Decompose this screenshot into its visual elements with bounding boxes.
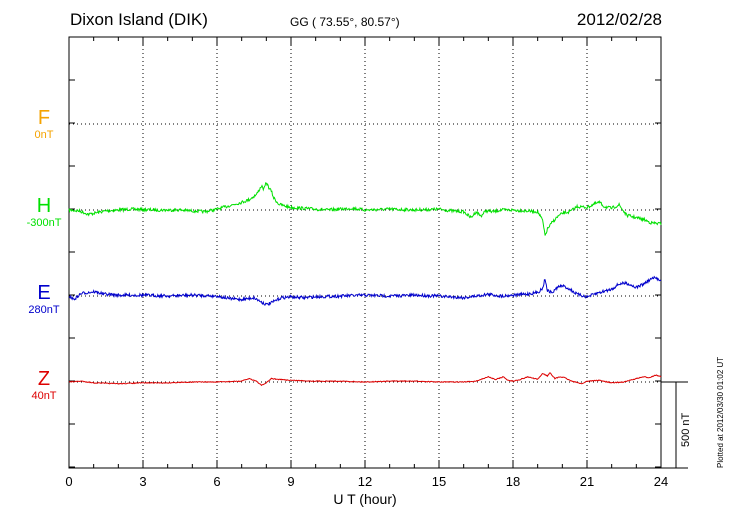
- x-tick-label: 21: [579, 474, 595, 489]
- x-tick-label: 15: [431, 474, 447, 489]
- x-axis-label: U T (hour): [333, 491, 397, 507]
- x-tick-label: 9: [287, 474, 295, 489]
- component-baseline: 40nT: [31, 390, 57, 402]
- x-tick-label: 24: [653, 474, 669, 489]
- component-letter: F: [37, 107, 51, 129]
- component-letter: H: [36, 195, 52, 217]
- component-label-f: F 0nT: [22, 107, 66, 142]
- station-title: Dixon Island (DIK): [70, 10, 208, 29]
- component-baseline: 0nT: [34, 129, 54, 141]
- component-baseline: -300nT: [26, 217, 62, 229]
- component-label-e: E 280nT: [22, 282, 66, 317]
- component-letter: Z: [37, 368, 51, 390]
- series-line-e: [68, 275, 662, 306]
- x-tick-label: 6: [213, 474, 221, 489]
- plot-timestamp-credit: Plotted at 2012/03/30 01:02 UT: [716, 356, 725, 468]
- x-tick-label: 18: [505, 474, 521, 489]
- geographic-coordinates: GG ( 73.55°, 80.57°): [290, 15, 400, 29]
- component-letter: E: [37, 282, 51, 304]
- plot-date: 2012/02/28: [576, 10, 662, 29]
- scale-bar-label: 500 nT: [680, 412, 692, 447]
- component-label-z: Z 40nT: [22, 368, 66, 403]
- series-line-z: [68, 372, 662, 387]
- component-label-h: H -300nT: [22, 195, 66, 230]
- series-line-h: [68, 182, 662, 236]
- x-tick-label: 3: [139, 474, 147, 489]
- x-tick-label: 12: [357, 474, 373, 489]
- x-tick-label: 0: [65, 474, 73, 489]
- component-baseline: 280nT: [28, 304, 60, 316]
